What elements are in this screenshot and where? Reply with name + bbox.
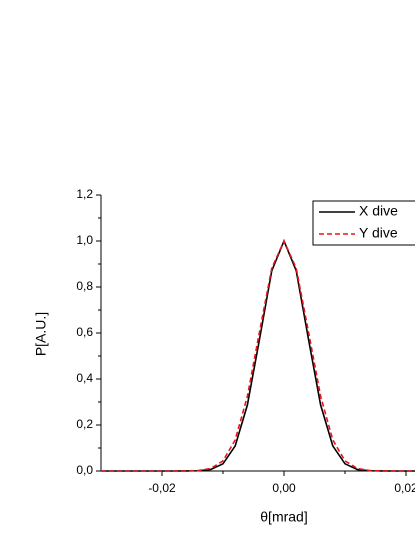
y-tick-label: 0,0 bbox=[76, 463, 93, 477]
y-tick-label: 0,8 bbox=[76, 279, 93, 293]
series-line bbox=[101, 239, 415, 472]
x-axis-label: θ[mrad] bbox=[260, 509, 307, 525]
x-tick-label: 0,02 bbox=[394, 481, 415, 495]
x-tick-label: 0,00 bbox=[272, 481, 296, 495]
x-tick-label: -0,02 bbox=[148, 481, 176, 495]
y-tick-label: 0,2 bbox=[76, 417, 93, 431]
legend-label: Y dive bbox=[359, 225, 398, 241]
series-line bbox=[101, 238, 415, 472]
y-tick-label: 1,2 bbox=[76, 187, 93, 201]
y-tick-label: 1,0 bbox=[76, 233, 93, 247]
legend-label: X dive bbox=[359, 203, 398, 219]
legend-box bbox=[312, 200, 415, 246]
y-tick-label: 0,6 bbox=[76, 325, 93, 339]
y-axis-label: P[A.U.] bbox=[33, 312, 49, 356]
y-tick-label: 0,4 bbox=[76, 371, 93, 385]
